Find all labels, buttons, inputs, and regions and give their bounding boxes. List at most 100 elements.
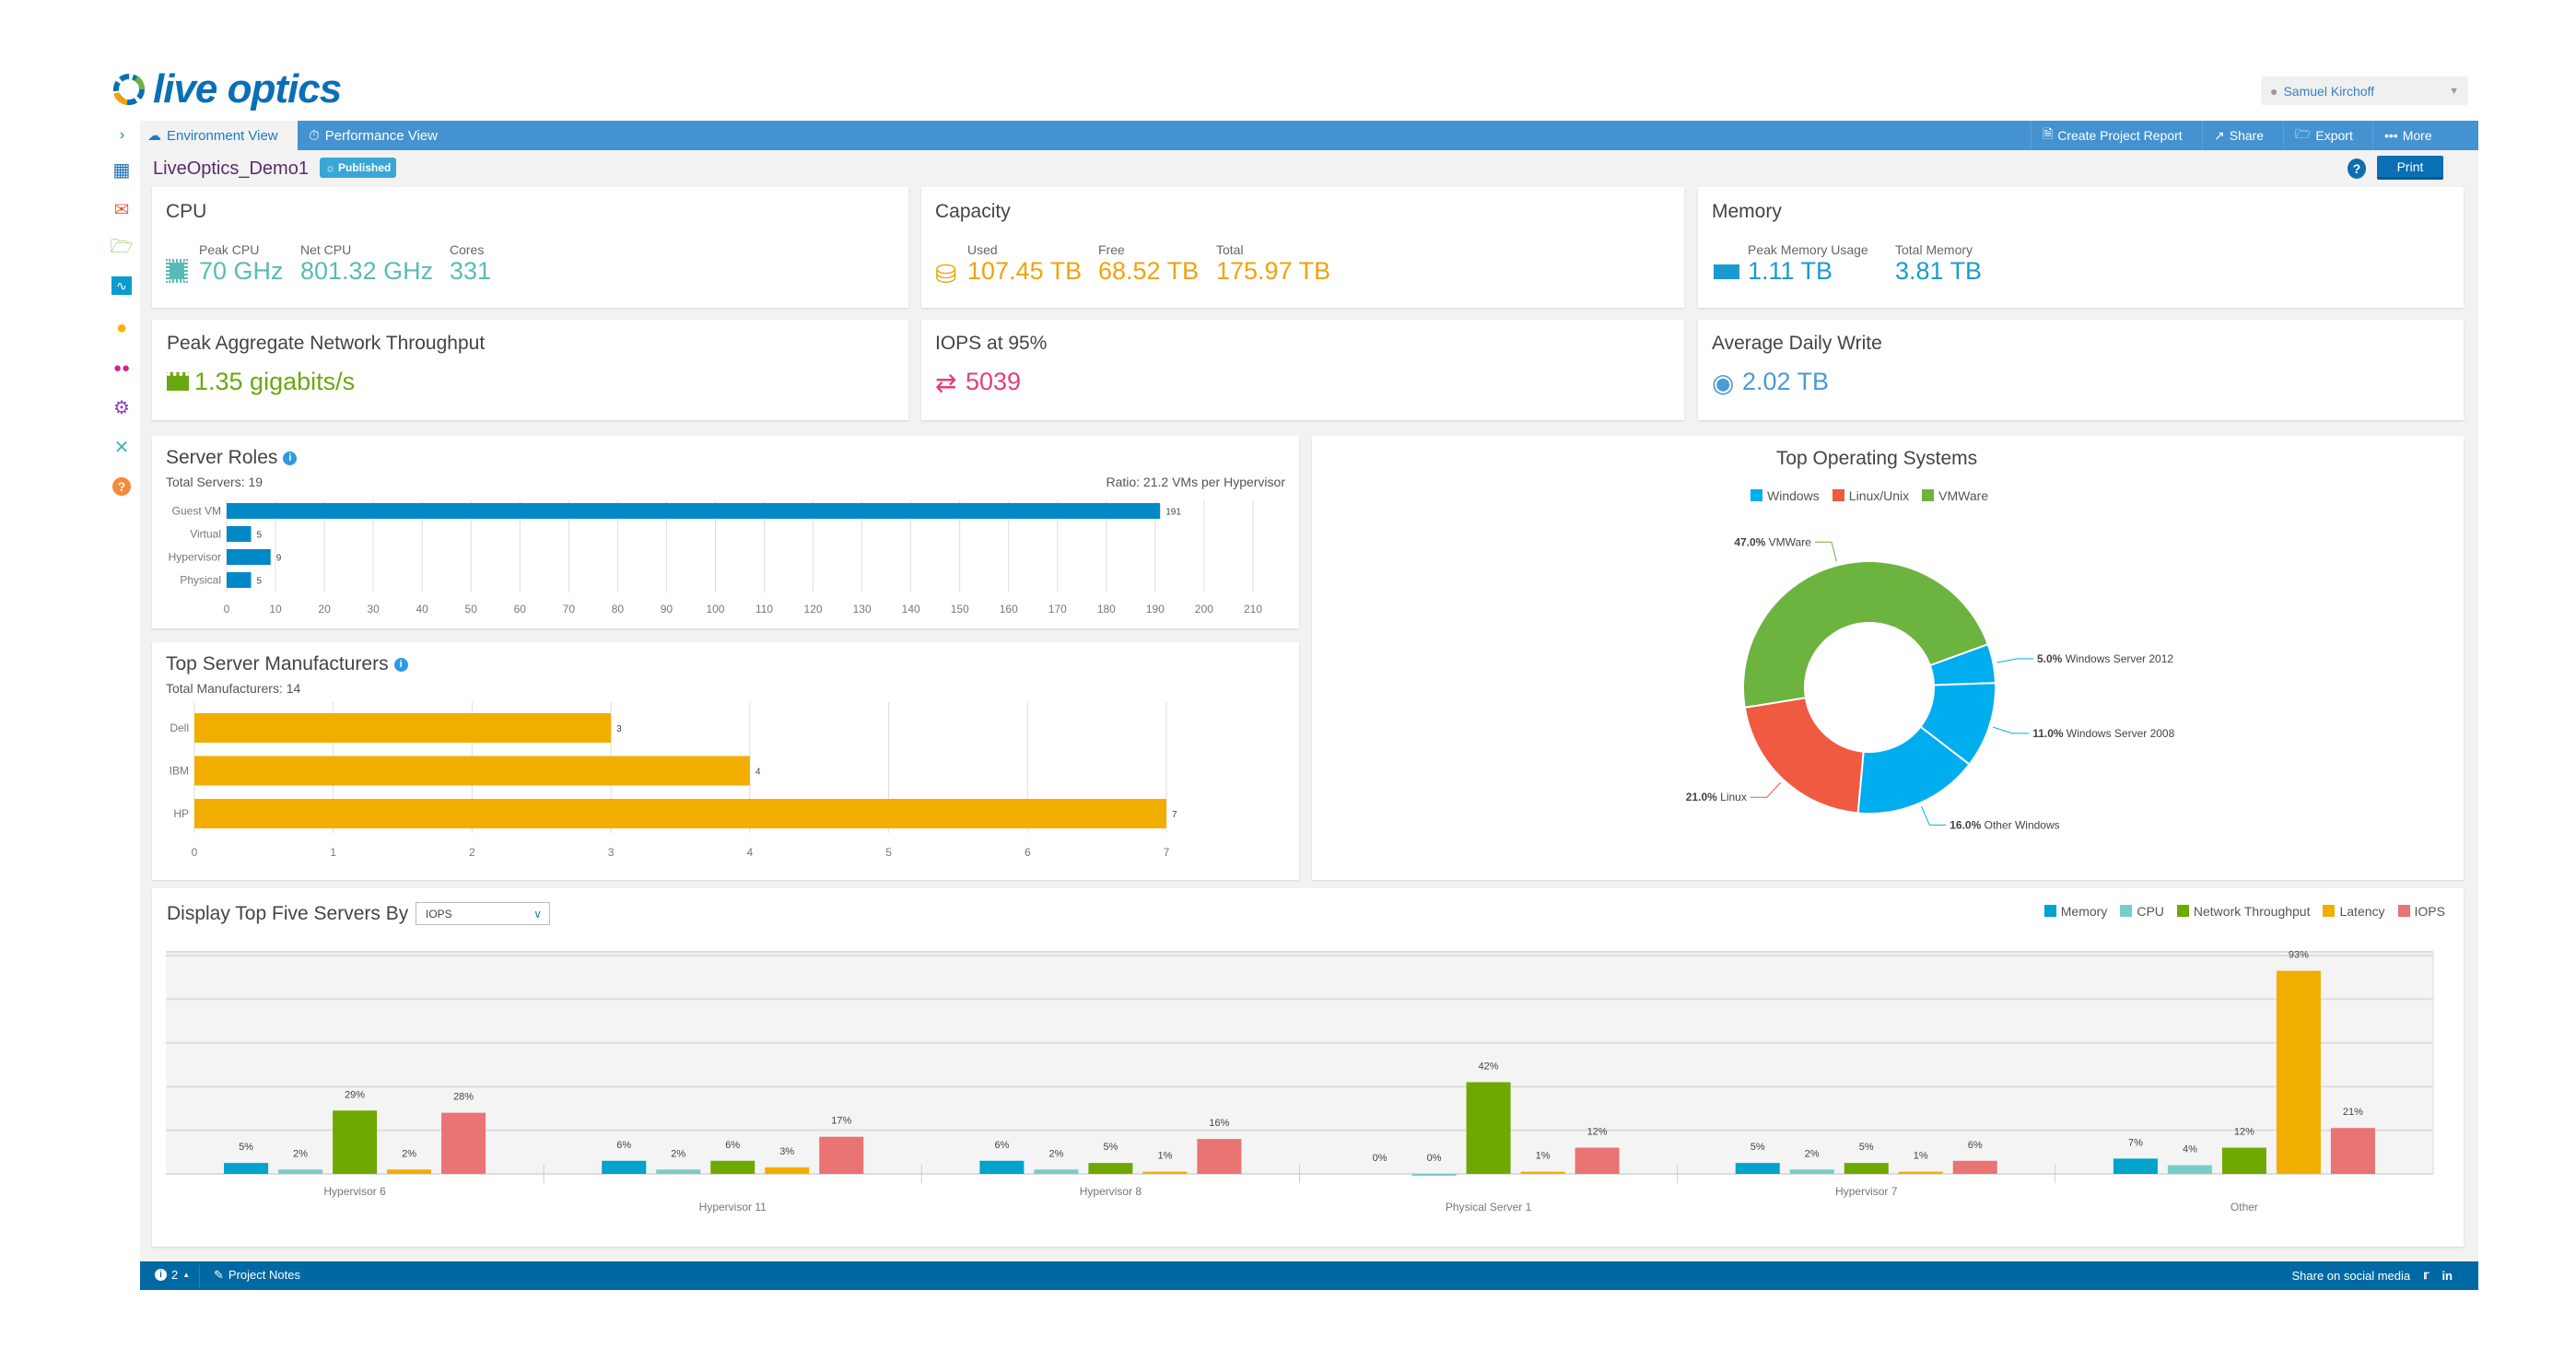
cpu-chip-icon	[166, 259, 188, 283]
gauge-icon: ⏱	[309, 127, 320, 144]
top-nav-bar: ☁ Environment View ⏱ Performance View 🗎 Cre…	[104, 121, 2478, 150]
create-project-report-button[interactable]: 🗎 Create Project Report	[2031, 121, 2194, 150]
top-five-servers-chart: 5% 2% 29% 2% 28% Hypervisor 6 6% 2% 6% 3% 17% Hyper…	[166, 950, 2434, 1214]
data-label: 3%	[779, 1146, 794, 1157]
pulse-icon[interactable]: ∿	[111, 276, 132, 295]
print-button[interactable]: Print	[2377, 156, 2443, 180]
export-button[interactable]: 🗁 Export	[2283, 121, 2364, 150]
bar	[1735, 1163, 1780, 1174]
category-label: IBM	[170, 765, 189, 778]
data-label: 0%	[1427, 1153, 1442, 1164]
stat-value: 2.02 TB	[1742, 368, 1830, 395]
bar	[1466, 1082, 1511, 1174]
bar	[224, 1163, 269, 1174]
data-label: 6%	[994, 1140, 1009, 1151]
legend-item[interactable]: Latency	[2323, 904, 2385, 919]
chart-title: Display Top Five Servers By	[167, 903, 409, 924]
legend-swatch	[2120, 905, 2133, 917]
x-tick-label: 6	[1025, 846, 1031, 859]
user-menu[interactable]: ● Samuel Kirchoff ▼	[2261, 76, 2468, 105]
iops-card: IOPS at 95% ⇄ 5039	[921, 320, 1684, 420]
bar	[227, 526, 252, 542]
bar	[441, 1112, 486, 1174]
tab-environment-view[interactable]: ☁ Environment View	[140, 121, 298, 150]
x-tick-label: 140	[902, 603, 920, 616]
legend-item[interactable]: IOPS	[2397, 904, 2445, 919]
user-name: Samuel Kirchoff	[2283, 83, 2375, 99]
data-label: 2%	[671, 1148, 685, 1159]
twitter-icon[interactable]: 𝕣	[2423, 1268, 2430, 1282]
stat-value: 3.81 TB	[1895, 257, 1983, 285]
slice-label: 5.0% Windows Server 2012	[2037, 652, 2173, 665]
legend-label: Memory	[2060, 904, 2108, 919]
bar	[2276, 970, 2321, 1174]
x-tick-label: 1	[330, 846, 336, 859]
slice-label: 16.0% Other Windows	[1950, 818, 2059, 831]
cpu-card: CPU Peak CPU 70 GHz Net CPU 801.32 GHz C…	[152, 187, 908, 308]
user-icon[interactable]: ●	[115, 317, 128, 338]
database-icon: ⛁	[935, 260, 957, 288]
network-throughput-card: Peak Aggregate Network Throughput 1.35 g…	[152, 320, 908, 420]
folder-icon[interactable]: 🗁	[110, 237, 134, 257]
bar	[333, 1110, 378, 1174]
slice-label: 11.0% Windows Server 2008	[2032, 727, 2174, 740]
sidebar-expand-chevron-icon[interactable]: ›	[104, 121, 140, 150]
data-label: 2%	[293, 1148, 308, 1159]
legend-item[interactable]: VMWare	[1922, 488, 1988, 503]
plot-area	[166, 952, 2433, 1174]
legend-label: Network Throughput	[2193, 904, 2311, 919]
bar	[227, 549, 271, 565]
x-tick-label: 150	[951, 603, 969, 616]
x-tick-label: 80	[612, 603, 625, 616]
category-label: Hypervisor	[169, 551, 221, 564]
data-label: 5	[257, 577, 263, 587]
data-label: 16%	[1209, 1118, 1229, 1129]
data-label: 42%	[1479, 1061, 1499, 1072]
tab-performance-view[interactable]: ⏱ Performance View	[301, 121, 445, 150]
x-tick-label: 130	[853, 603, 872, 616]
globe-icon: ☼	[325, 161, 335, 174]
x-tick-label: 20	[318, 603, 331, 616]
bar	[2221, 1147, 2266, 1174]
share-button[interactable]: ↗ Share	[2202, 121, 2275, 150]
bar	[1789, 1169, 1834, 1174]
info-icon[interactable]: i	[393, 657, 408, 672]
notifications-toggle[interactable]: i 2 ▲	[155, 1268, 190, 1282]
group-icon[interactable]: ●●	[112, 359, 131, 376]
card-title: Memory	[1712, 201, 1782, 222]
user-icon: ●	[2270, 83, 2278, 99]
bar	[1034, 1169, 1079, 1174]
legend-item[interactable]: Memory	[2043, 904, 2108, 919]
linkedin-icon[interactable]: in	[2441, 1268, 2453, 1283]
x-tick-label: 200	[1195, 603, 1213, 616]
label-leader-line	[1920, 806, 1947, 826]
top-server-manufacturers-card: Top Server Manufacturers i Total Manufact…	[152, 642, 1299, 880]
help-button[interactable]: ?	[2348, 158, 2366, 179]
x-tick-label: 120	[804, 603, 823, 616]
more-button[interactable]: ••• More	[2372, 121, 2443, 150]
stat-label: Cores	[450, 242, 485, 257]
project-title: LiveOptics_Demo1	[153, 158, 309, 179]
data-label: 1%	[1536, 1151, 1551, 1162]
top-operating-systems-card: Top Operating Systems Windows Linux/Unix V…	[1312, 436, 2464, 880]
legend-item[interactable]: CPU	[2120, 904, 2164, 919]
data-label: 2%	[1048, 1148, 1063, 1159]
dashboard-icon[interactable]: ▦	[112, 159, 131, 181]
legend-swatch	[2043, 905, 2056, 917]
data-label: 5%	[239, 1142, 253, 1153]
mail-forward-icon[interactable]: ✉	[113, 199, 130, 220]
more-dots-icon: •••	[2384, 128, 2398, 143]
x-tick-label: 170	[1048, 603, 1067, 616]
gear-icon[interactable]: ⚙	[113, 397, 130, 418]
project-notes-button[interactable]: ✎ Project Notes	[214, 1268, 300, 1283]
info-icon[interactable]: i	[283, 451, 298, 465]
stat-label: Peak CPU	[199, 242, 260, 257]
tools-icon[interactable]: ✕	[113, 437, 130, 458]
card-title: IOPS at 95%	[935, 333, 1048, 354]
display-by-select[interactable]: IOPS ∨	[416, 902, 550, 925]
live-optics-logo[interactable]: live optics	[111, 66, 342, 112]
help-icon[interactable]: ?	[110, 475, 134, 498]
legend-item[interactable]: Windows	[1751, 488, 1820, 503]
legend-item[interactable]: Linux/Unix	[1832, 488, 1909, 503]
legend-item[interactable]: Network Throughput	[2176, 904, 2311, 919]
